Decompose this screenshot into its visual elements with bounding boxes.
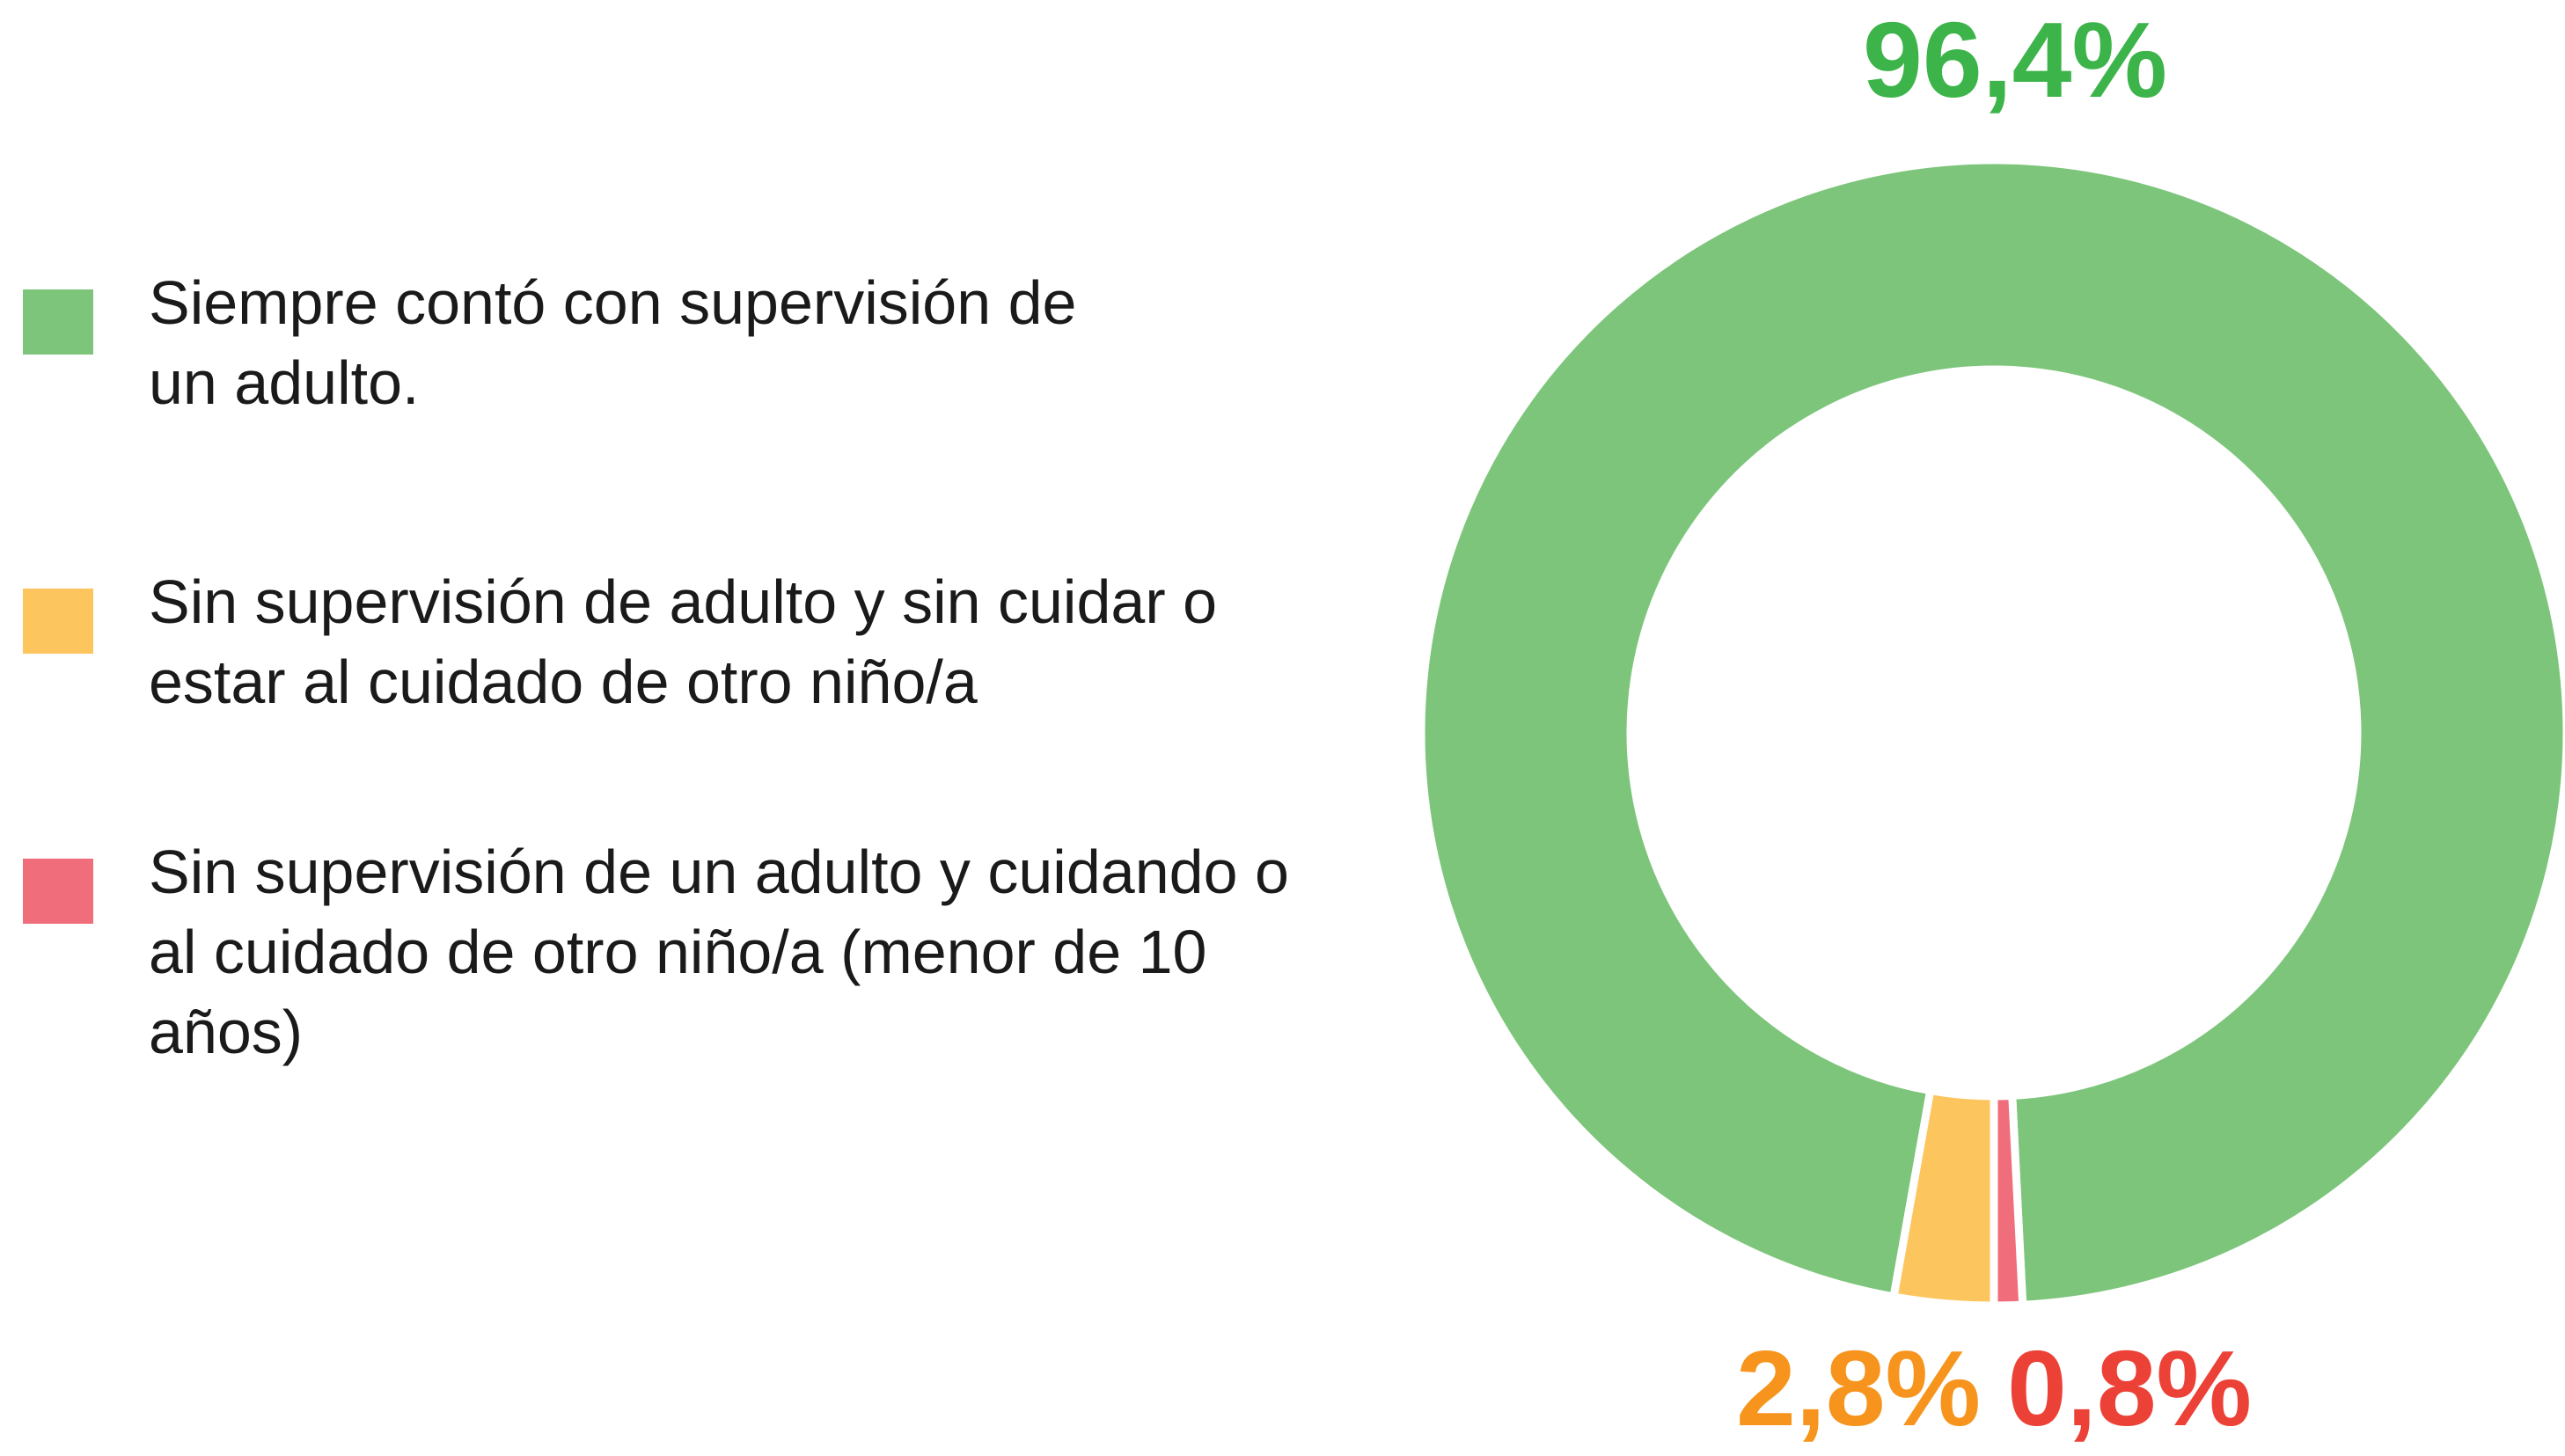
value-label: 0,8%: [2007, 1328, 2252, 1448]
legend-label: Siempre contó con supervisión de un adul…: [149, 268, 1077, 417]
legend-swatch: [23, 589, 93, 654]
legend-label: Sin supervisión de un adulto y cuidando …: [149, 838, 1289, 1066]
value-label: 2,8%: [1736, 1328, 1981, 1448]
legend-swatch: [23, 289, 93, 355]
legend-label: Sin supervisión de adulto y sin cuidar o…: [149, 567, 1218, 716]
legend-swatch: [23, 859, 93, 924]
donut-slice: [1417, 156, 2565, 1309]
value-label: 96,4%: [1863, 0, 2167, 120]
donut-slice: [1888, 1086, 1998, 1310]
